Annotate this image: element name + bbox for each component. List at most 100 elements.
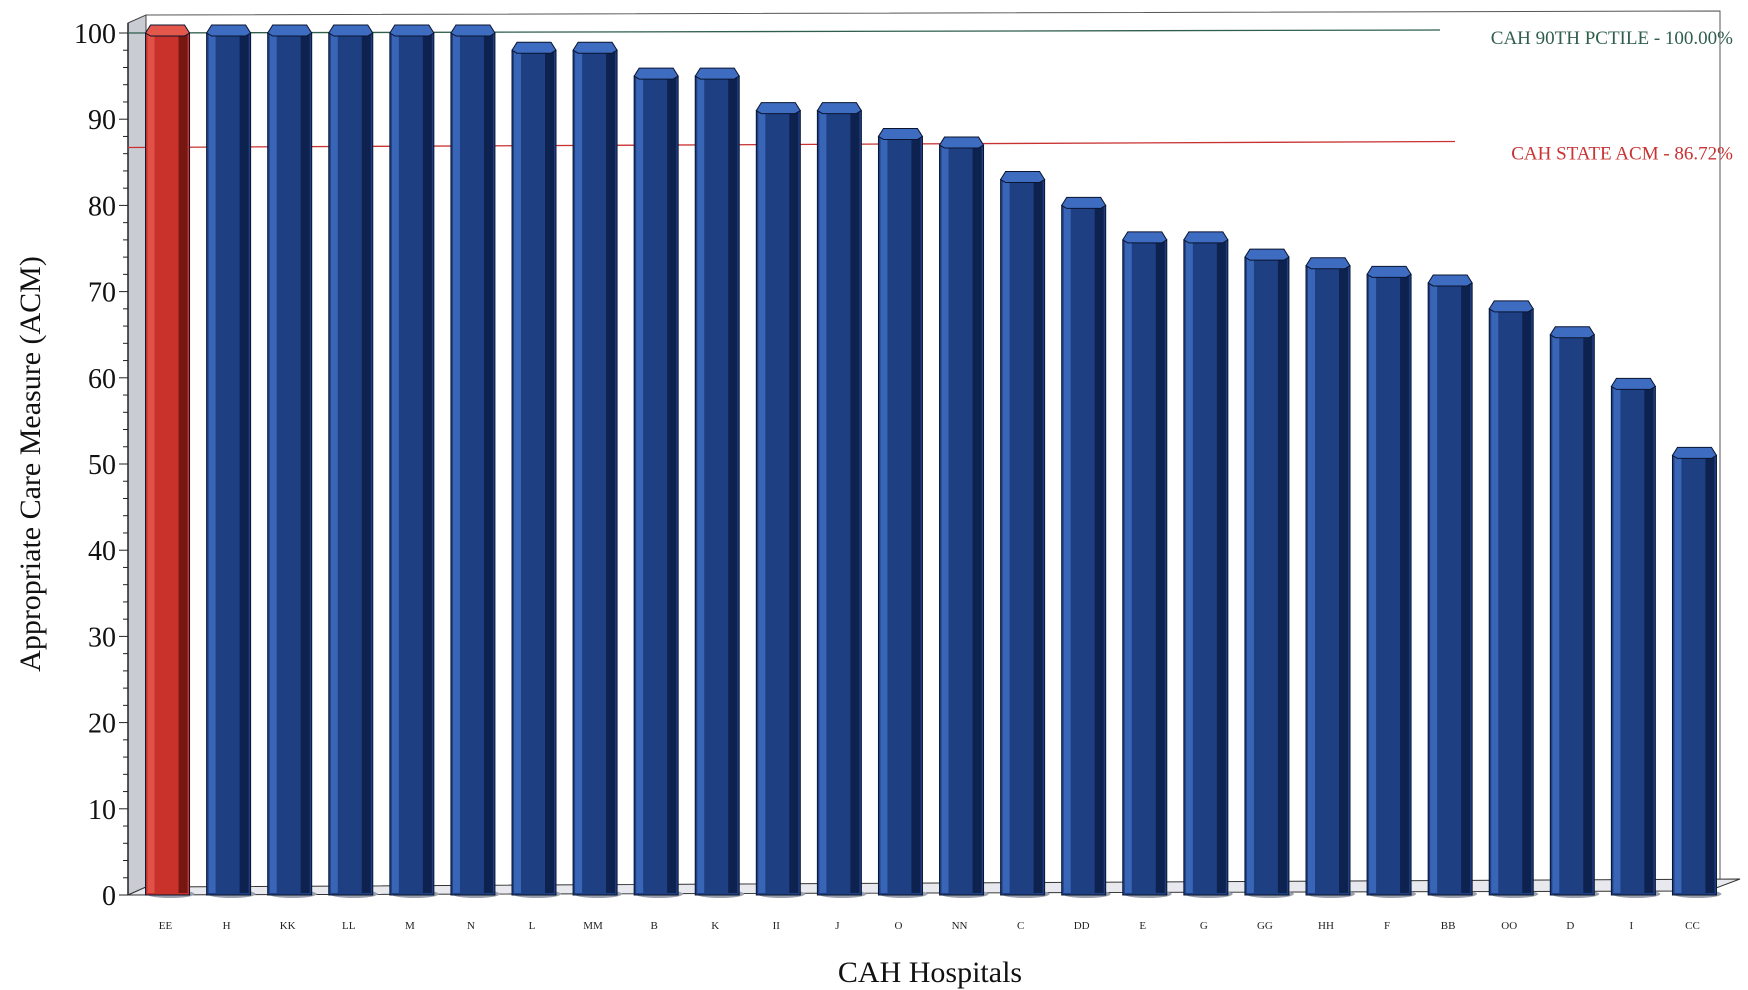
x-tick-label: BB (1441, 920, 1456, 932)
x-axis: EE H KK LL M N L MM B K II J O NN C DD E G GG HH F BB OO D I CC (159, 920, 1700, 932)
x-tick-label: HH (1318, 920, 1334, 932)
y-tick-label: 80 (88, 191, 116, 222)
x-tick-label: H (223, 920, 231, 932)
bar (694, 67, 745, 898)
bar-cap (511, 41, 557, 54)
bar-shade (483, 35, 493, 893)
x-tick-label: KK (280, 920, 296, 932)
x-tick-label: MM (583, 920, 603, 932)
y-tick-label: 50 (88, 450, 116, 481)
bar-cap (1060, 196, 1107, 209)
bar-highlight (208, 35, 216, 893)
bar-highlight (1063, 207, 1071, 893)
bar (205, 24, 256, 898)
y-tick-label: 60 (88, 364, 116, 395)
bar-highlight (1308, 267, 1315, 893)
x-tick-label: N (467, 920, 475, 932)
bars (144, 24, 1722, 898)
x-tick-label: EE (159, 920, 173, 932)
bar (1488, 300, 1539, 898)
bar (999, 171, 1050, 898)
bar-cap (450, 24, 496, 37)
bar-cap (1366, 265, 1412, 278)
x-tick-label: NN (952, 920, 968, 932)
bar-cap (266, 24, 313, 37)
bar (1671, 446, 1722, 898)
bar (1305, 257, 1355, 898)
x-axis-title: CAH Hospitals (838, 956, 1022, 989)
bar-cap (389, 24, 435, 37)
x-tick-label: O (894, 920, 902, 932)
bar-shade (1644, 388, 1654, 893)
bar (938, 136, 989, 898)
bar (1610, 377, 1661, 898)
bar-shade (667, 78, 677, 894)
bar-cap (1488, 300, 1534, 313)
x-tick-label: K (711, 920, 719, 932)
bar-highlight (391, 35, 399, 893)
bar-cap (1122, 231, 1168, 244)
bar (633, 67, 684, 898)
x-tick-label: CC (1685, 920, 1700, 932)
y-tick-label: 100 (74, 19, 116, 50)
bar (1549, 326, 1600, 898)
bar-shade (361, 35, 371, 893)
bar-shade (1461, 284, 1471, 894)
back-wall (145, 10, 1721, 883)
y-tick-label: 90 (88, 105, 116, 136)
bar-cap (694, 67, 740, 80)
bar-highlight (941, 147, 949, 893)
bar-highlight (1124, 241, 1132, 893)
x-tick-label: C (1017, 920, 1024, 932)
x-tick-label: LL (342, 920, 356, 932)
bar-highlight (1491, 310, 1499, 894)
bar-cap (1183, 231, 1229, 244)
bar (572, 41, 623, 898)
bar-cap (205, 24, 252, 37)
y-tick-label: 70 (88, 278, 116, 309)
bar-shade (1155, 241, 1165, 893)
bar-cap (572, 41, 618, 54)
x-tick-label: M (405, 920, 415, 932)
bar-highlight (697, 78, 705, 894)
bar-cap (816, 102, 863, 115)
bar-highlight (880, 138, 888, 893)
bar-cap (999, 171, 1046, 184)
bar (1366, 265, 1417, 898)
bar-highlight (1002, 181, 1010, 894)
bar (816, 102, 867, 898)
bar-shade (1705, 457, 1715, 893)
bar-highlight (1613, 388, 1621, 893)
bar-cap (1244, 248, 1290, 261)
x-tick-label: F (1384, 920, 1390, 932)
bar-shade (606, 52, 616, 894)
x-tick-label: G (1200, 920, 1208, 932)
bar (511, 41, 561, 898)
bar-highlight (1246, 259, 1254, 893)
bar-shade (545, 52, 554, 894)
y-tick-label: 30 (88, 622, 116, 653)
bar-shade (1094, 207, 1104, 893)
bar-highlight (1674, 457, 1682, 893)
bar (450, 24, 500, 898)
y-tick-label: 0 (102, 881, 116, 912)
bar (266, 24, 317, 898)
y-axis-title: Appropriate Care Measure (ACM) (14, 256, 47, 672)
bar-highlight (1369, 276, 1377, 893)
x-tick-label: D (1566, 920, 1574, 932)
x-tick-label: J (835, 920, 840, 932)
bar (389, 24, 439, 898)
x-tick-label: OO (1501, 920, 1517, 932)
bar-shade (911, 138, 921, 893)
bar (1427, 274, 1478, 898)
bar-cap (144, 24, 191, 37)
bar-shade (422, 35, 432, 893)
reference-line-label: CAH 90TH PCTILE - 100.00% (1491, 28, 1733, 49)
bar-cap (755, 102, 802, 115)
x-tick-label: DD (1074, 920, 1090, 932)
bar-cap (328, 24, 374, 37)
x-tick-label: E (1139, 920, 1146, 932)
bar (1244, 248, 1294, 898)
bar-cap (1427, 274, 1473, 287)
